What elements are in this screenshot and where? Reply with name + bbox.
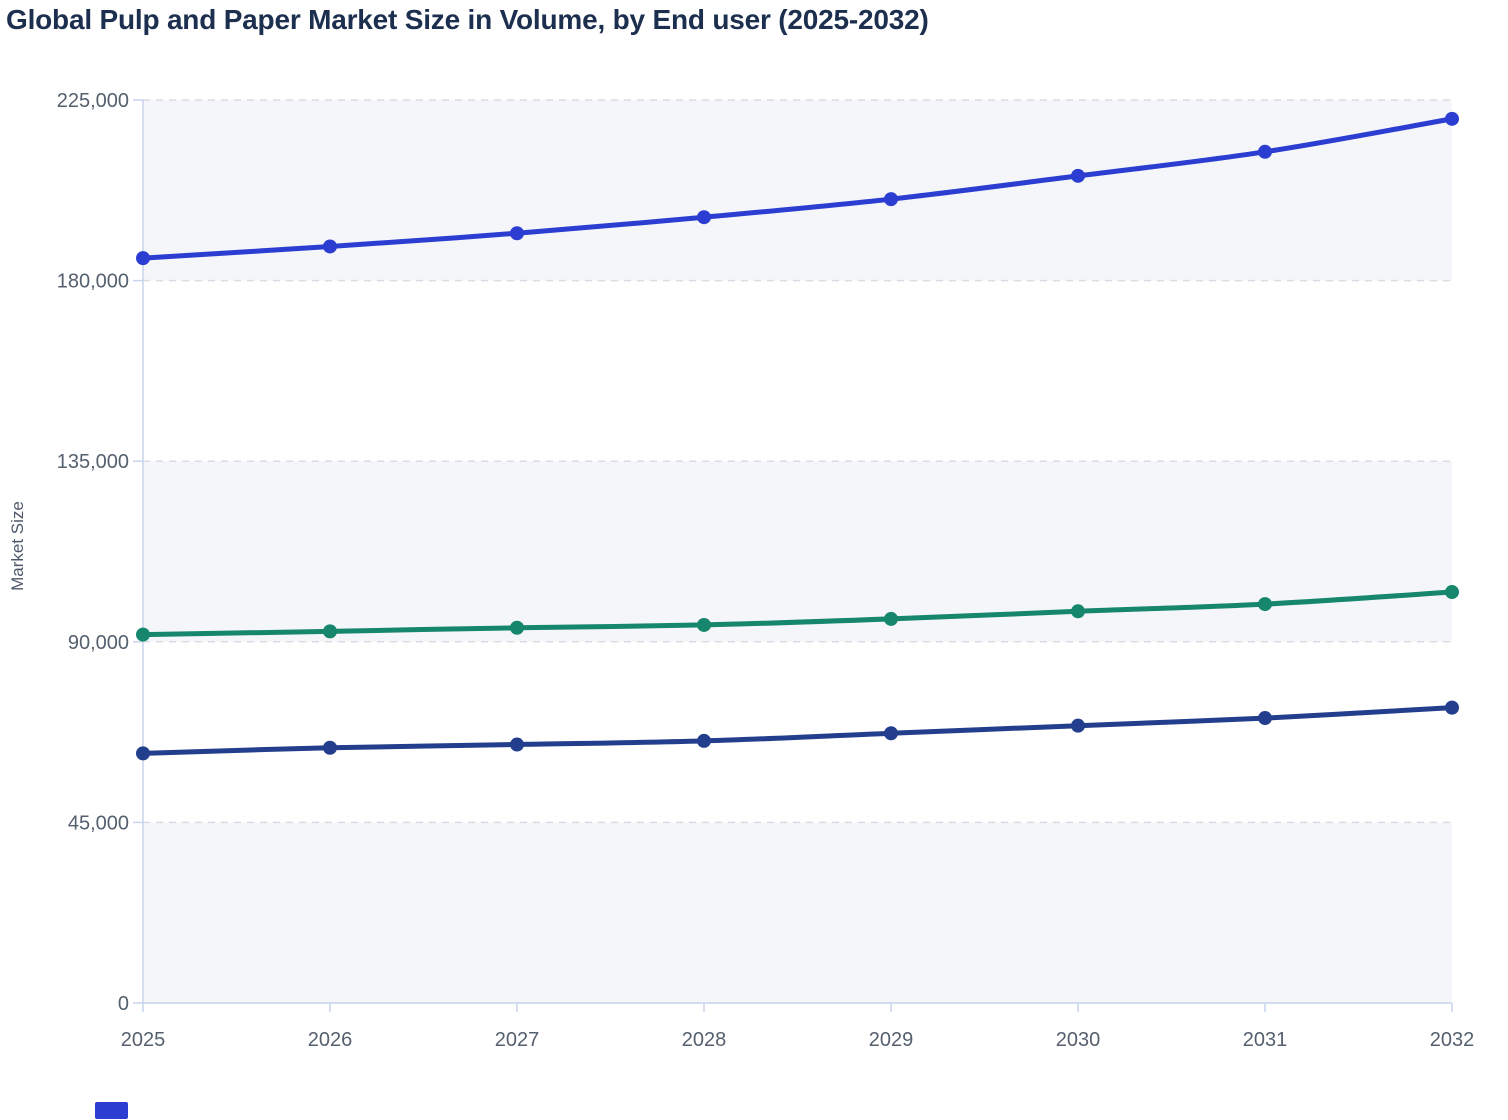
x-tick-label: 2031 (1243, 1029, 1288, 1051)
x-tick-label: 2030 (1056, 1029, 1101, 1051)
x-tick-label: 2029 (869, 1029, 914, 1051)
data-point-navy-series-2028[interactable] (697, 733, 711, 748)
data-point-navy-series-2026[interactable] (323, 740, 337, 755)
data-point-blue-series-2029[interactable] (884, 192, 898, 207)
data-point-teal-series-2026[interactable] (323, 624, 337, 639)
data-point-teal-series-2031[interactable] (1258, 597, 1272, 612)
data-point-teal-series-2025[interactable] (136, 627, 150, 642)
data-point-blue-series-2027[interactable] (510, 226, 524, 241)
data-point-navy-series-2030[interactable] (1071, 718, 1085, 733)
data-point-navy-series-2025[interactable] (136, 746, 150, 761)
y-tick-label: 45,000 (68, 812, 129, 834)
series-line-navy-series (140, 705, 1455, 756)
data-point-blue-series-2025[interactable] (136, 251, 150, 266)
y-tick-label: 0 (118, 993, 129, 1015)
data-point-blue-series-2026[interactable] (323, 239, 337, 254)
y-tick-label: 225,000 (57, 90, 129, 112)
data-point-teal-series-2028[interactable] (697, 617, 711, 632)
data-point-blue-series-2031[interactable] (1258, 144, 1272, 159)
x-tick-label: 2028 (682, 1029, 727, 1051)
data-point-navy-series-2027[interactable] (510, 737, 524, 752)
data-point-teal-series-2030[interactable] (1071, 604, 1085, 619)
data-point-navy-series-2031[interactable] (1258, 711, 1272, 726)
y-tick-label: 90,000 (68, 632, 129, 654)
x-tick-label: 2027 (495, 1029, 540, 1051)
y-tick-label: 135,000 (57, 451, 129, 473)
background-band (143, 461, 1452, 642)
series-line-teal-series (140, 589, 1455, 638)
data-point-teal-series-2027[interactable] (510, 620, 524, 635)
background-band (143, 100, 1452, 281)
data-point-blue-series-2032[interactable] (1445, 111, 1459, 126)
data-point-teal-series-2029[interactable] (884, 611, 898, 626)
chart-title: Global Pulp and Paper Market Size in Vol… (6, 4, 929, 35)
data-point-blue-series-2028[interactable] (697, 210, 711, 225)
y-tick-label: 180,000 (57, 271, 129, 293)
data-point-navy-series-2032[interactable] (1445, 700, 1459, 715)
legend-swatch-cutoff[interactable] (95, 1102, 128, 1119)
x-tick-label: 2026 (308, 1029, 353, 1051)
x-tick-label: 2025 (121, 1029, 166, 1051)
data-point-navy-series-2029[interactable] (884, 726, 898, 741)
data-point-blue-series-2030[interactable] (1071, 168, 1085, 183)
background-band (143, 822, 1452, 1003)
series-line-blue-series (140, 116, 1455, 261)
data-point-teal-series-2032[interactable] (1445, 585, 1459, 600)
x-tick-label: 2032 (1430, 1029, 1475, 1051)
